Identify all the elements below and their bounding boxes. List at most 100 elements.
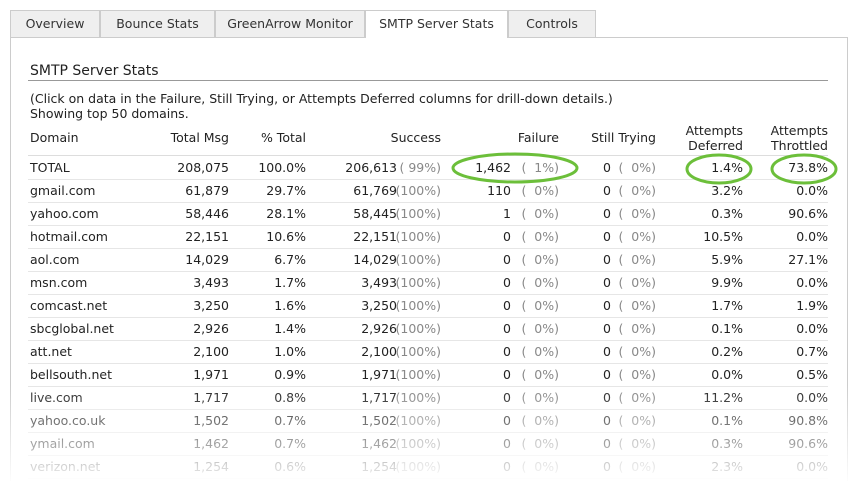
table-cell: 2,926: [361, 321, 397, 336]
table-cell[interactable]: 1,462: [475, 160, 511, 175]
table-cell[interactable]: 0: [503, 367, 511, 382]
table-cell[interactable]: 0: [603, 298, 611, 313]
table-cell[interactable]: 0: [603, 160, 611, 175]
table-cell: 0.0%: [796, 275, 828, 290]
row-rule: [28, 271, 828, 272]
table-cell[interactable]: 0: [603, 344, 611, 359]
table-cell: ( 0%): [618, 367, 656, 382]
note: Showing top 50 domains.: [30, 106, 189, 121]
table-cell: 208,075: [177, 160, 229, 175]
column-header: Attempts: [770, 123, 828, 138]
table-cell[interactable]: 5.9%: [711, 252, 743, 267]
section-title: SMTP Server Stats: [30, 63, 159, 79]
table-cell: sbcglobal.net: [30, 321, 114, 336]
table-cell: ( 0%): [618, 229, 656, 244]
table-cell[interactable]: 0: [503, 229, 511, 244]
table-cell[interactable]: 0.3%: [711, 206, 743, 221]
table-cell[interactable]: 1.4%: [711, 160, 743, 175]
table-cell[interactable]: 110: [487, 183, 511, 198]
table-cell: 1.9%: [796, 298, 828, 313]
table-cell: 3,493: [193, 275, 229, 290]
table-cell: 1.6%: [274, 298, 306, 313]
table-cell[interactable]: 0: [603, 183, 611, 198]
table-cell: ( 0%): [618, 206, 656, 221]
table-cell: 28.1%: [266, 206, 306, 221]
table-cell[interactable]: 0: [503, 321, 511, 336]
table-cell: 58,446: [185, 206, 229, 221]
table-cell[interactable]: 1.7%: [711, 298, 743, 313]
table-cell: ( 0%): [521, 275, 559, 290]
column-header: Attempts: [685, 123, 743, 138]
table-cell: ( 0%): [521, 321, 559, 336]
table-cell: ( 0%): [618, 275, 656, 290]
table-cell[interactable]: 9.9%: [711, 275, 743, 290]
table-cell: 0.9%: [274, 367, 306, 382]
table-cell: (100%): [395, 321, 442, 336]
table-cell: ( 0%): [521, 229, 559, 244]
table-cell[interactable]: 0: [503, 298, 511, 313]
table-cell: (100%): [395, 367, 442, 382]
row-rule: [28, 225, 828, 226]
table-cell: 61,879: [185, 183, 229, 198]
tab[interactable]: Overview: [10, 10, 100, 37]
table-cell: 206,613: [345, 160, 397, 175]
table-cell: (100%): [395, 206, 442, 221]
table-cell[interactable]: 0.1%: [711, 321, 743, 336]
row-rule: [28, 294, 828, 295]
table-cell[interactable]: 0: [603, 321, 611, 336]
table-cell: (100%): [395, 275, 442, 290]
table-cell: ( 0%): [521, 367, 559, 382]
table-cell: ( 0%): [618, 183, 656, 198]
table-cell: 0.7%: [796, 344, 828, 359]
note: (Click on data in the Failure, Still Try…: [30, 91, 613, 106]
table-cell[interactable]: 0: [603, 367, 611, 382]
table-cell[interactable]: 0: [603, 275, 611, 290]
table-cell[interactable]: 1: [503, 206, 511, 221]
table-cell: 6.7%: [274, 252, 306, 267]
table-cell[interactable]: 0: [603, 206, 611, 221]
table-cell: 0.5%: [796, 367, 828, 382]
column-header: Throttled: [771, 138, 828, 153]
table-cell: 1,971: [361, 367, 397, 382]
table-cell: 29.7%: [266, 183, 306, 198]
column-header: Success: [390, 130, 441, 145]
table-cell[interactable]: 0.0%: [711, 367, 743, 382]
table-cell: ( 0%): [618, 344, 656, 359]
table-cell[interactable]: 0: [603, 252, 611, 267]
table-cell: ( 0%): [618, 160, 656, 175]
table-cell: 0.0%: [796, 183, 828, 198]
tab[interactable]: Bounce Stats: [100, 10, 215, 37]
column-header: Total Msg: [170, 130, 229, 145]
table-cell[interactable]: 3.2%: [711, 183, 743, 198]
row-rule: [28, 248, 828, 249]
table-cell: ( 1%): [521, 160, 559, 175]
table-cell: (100%): [395, 344, 442, 359]
table-cell: 0.0%: [796, 229, 828, 244]
column-header: Domain: [30, 130, 79, 145]
table-cell: ( 0%): [618, 298, 656, 313]
table-cell: (100%): [395, 252, 442, 267]
table-cell[interactable]: 10.5%: [703, 229, 743, 244]
table-cell: ( 0%): [618, 252, 656, 267]
tab[interactable]: GreenArrow Monitor: [215, 10, 365, 37]
table-cell: 2,926: [193, 321, 229, 336]
table-cell: ( 0%): [521, 183, 559, 198]
table-cell[interactable]: 0.2%: [711, 344, 743, 359]
tab[interactable]: SMTP Server Stats: [365, 10, 508, 38]
table-cell: hotmail.com: [30, 229, 108, 244]
table-cell: msn.com: [30, 275, 88, 290]
table-cell: TOTAL: [30, 160, 70, 175]
table-cell[interactable]: 0: [503, 252, 511, 267]
table-cell[interactable]: 0: [503, 275, 511, 290]
table-cell: gmail.com: [30, 183, 96, 198]
row-rule: [28, 363, 828, 364]
tab[interactable]: Controls: [508, 10, 596, 37]
table-cell[interactable]: 0: [603, 229, 611, 244]
table-cell: att.net: [30, 344, 72, 359]
table-cell: 10.6%: [266, 229, 306, 244]
header-rule: [28, 155, 828, 156]
table-cell: 14,029: [185, 252, 229, 267]
table-cell[interactable]: 0: [503, 344, 511, 359]
table-cell: ( 99%): [399, 160, 441, 175]
